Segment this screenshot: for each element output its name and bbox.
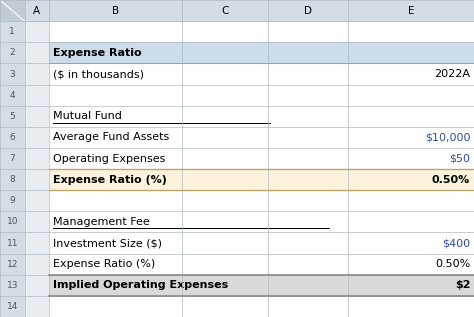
Text: A: A — [33, 6, 40, 16]
Bar — [0, 296, 25, 317]
Bar — [0, 106, 25, 127]
Text: Expense Ratio (%): Expense Ratio (%) — [53, 175, 166, 185]
Text: 12: 12 — [7, 260, 18, 269]
Text: 7: 7 — [9, 154, 15, 163]
Bar — [25, 21, 474, 42]
Text: Mutual Fund: Mutual Fund — [53, 111, 121, 121]
Bar — [0, 0, 25, 21]
Text: 2: 2 — [9, 49, 15, 57]
Text: Management Fee: Management Fee — [53, 217, 149, 227]
Bar — [25, 254, 474, 275]
Text: $10,000: $10,000 — [425, 133, 470, 142]
Bar — [25, 148, 474, 169]
Text: 14: 14 — [7, 302, 18, 311]
Bar — [0, 275, 25, 296]
Bar — [0, 42, 25, 63]
Bar — [25, 190, 49, 211]
Bar — [25, 127, 474, 148]
Text: 11: 11 — [7, 239, 18, 248]
Text: Average Fund Assets: Average Fund Assets — [53, 133, 169, 142]
Text: Expense Ratio (%): Expense Ratio (%) — [53, 259, 155, 269]
Bar — [0, 254, 25, 275]
Bar — [0, 63, 25, 85]
Text: 0.50%: 0.50% — [432, 175, 470, 185]
Text: 13: 13 — [7, 281, 18, 290]
Bar — [25, 190, 474, 211]
Bar — [0, 127, 25, 148]
Text: $400: $400 — [442, 238, 470, 248]
Bar — [25, 275, 49, 296]
Text: 8: 8 — [9, 175, 15, 184]
Bar — [25, 211, 474, 232]
Bar — [0, 21, 25, 42]
Bar — [25, 169, 474, 190]
Text: E: E — [408, 6, 414, 16]
Text: B: B — [112, 6, 119, 16]
Bar — [0, 211, 25, 232]
Bar — [25, 42, 474, 63]
Bar — [0, 148, 25, 169]
Text: 9: 9 — [9, 196, 15, 205]
Text: D: D — [304, 6, 312, 16]
Bar — [25, 127, 49, 148]
Bar — [25, 42, 49, 63]
Bar — [25, 232, 474, 254]
Text: 2022A: 2022A — [434, 69, 470, 79]
Bar — [25, 296, 474, 317]
Bar — [0, 232, 25, 254]
Text: 1: 1 — [9, 27, 15, 36]
Text: $2: $2 — [455, 280, 470, 290]
Bar — [25, 211, 49, 232]
Bar — [25, 254, 49, 275]
Bar — [25, 169, 49, 190]
Text: 3: 3 — [9, 69, 15, 79]
Bar — [0, 169, 25, 190]
Bar — [25, 296, 49, 317]
Bar — [25, 106, 49, 127]
Bar — [25, 275, 474, 296]
Bar — [25, 63, 49, 85]
Text: 5: 5 — [9, 112, 15, 121]
Bar — [0, 0, 474, 21]
Text: 0.50%: 0.50% — [435, 259, 470, 269]
Bar — [25, 63, 474, 85]
Bar — [0, 85, 25, 106]
Text: 6: 6 — [9, 133, 15, 142]
Text: ($ in thousands): ($ in thousands) — [53, 69, 144, 79]
Text: C: C — [221, 6, 229, 16]
Bar — [25, 21, 49, 42]
Text: Investment Size ($): Investment Size ($) — [53, 238, 162, 248]
Bar — [25, 232, 49, 254]
Text: Expense Ratio: Expense Ratio — [53, 48, 141, 58]
Bar — [25, 106, 474, 127]
Bar — [25, 85, 474, 106]
Text: 10: 10 — [7, 217, 18, 226]
Text: 4: 4 — [9, 91, 15, 100]
Text: $50: $50 — [449, 153, 470, 164]
Text: Operating Expenses: Operating Expenses — [53, 153, 165, 164]
Bar — [0, 190, 25, 211]
Bar — [25, 85, 49, 106]
Text: Implied Operating Expenses: Implied Operating Expenses — [53, 280, 228, 290]
Bar — [25, 148, 49, 169]
